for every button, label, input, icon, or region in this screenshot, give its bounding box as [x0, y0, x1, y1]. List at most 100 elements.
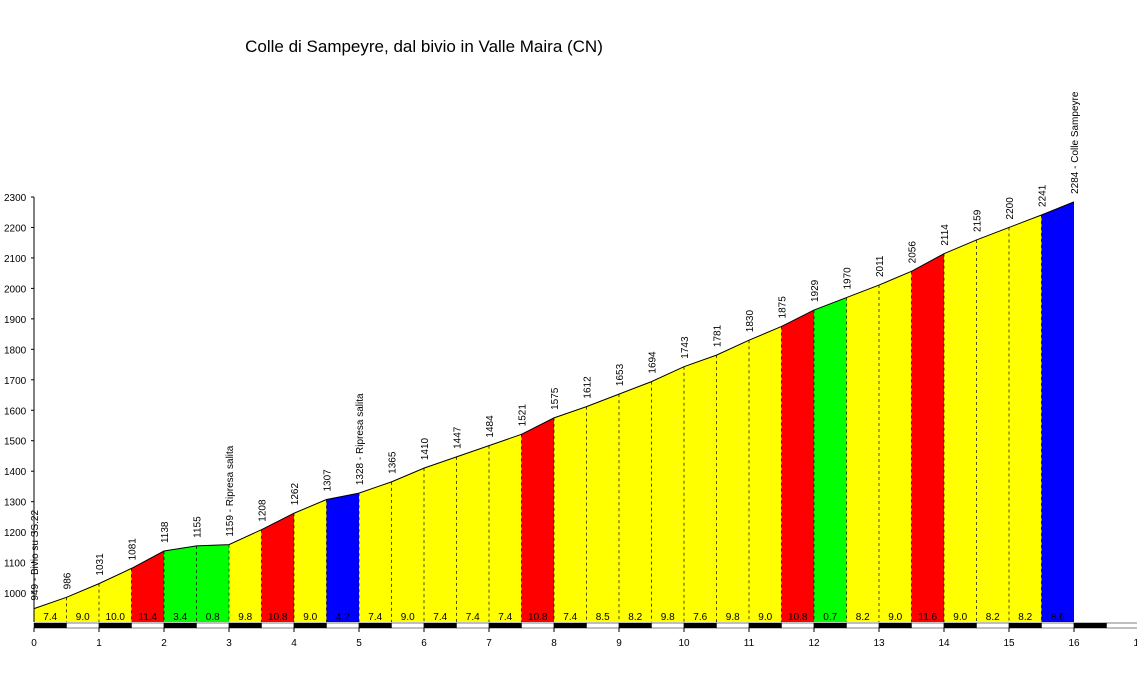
- distance-bar: [1041, 622, 1075, 629]
- segment: [359, 481, 392, 622]
- elevation-label: 2200: [1005, 197, 1016, 220]
- gradient-label: 11.4: [138, 612, 157, 623]
- x-tick-label: 6: [421, 638, 427, 649]
- elevation-label: 949 - Bivio su SS.22: [30, 510, 41, 601]
- x-tick-label: 14: [938, 638, 950, 649]
- distance-bar: [911, 622, 945, 629]
- x-tick-label: 9: [616, 638, 622, 649]
- segment: [66, 583, 99, 622]
- elevation-label: 1875: [778, 296, 789, 319]
- elevation-label: 1307: [323, 469, 334, 492]
- x-tick-label: 16: [1068, 638, 1080, 649]
- elevation-label: 2011: [875, 255, 886, 277]
- segment: [781, 310, 814, 622]
- elevation-label: 1138: [160, 521, 171, 543]
- y-tick-label: 1200: [4, 528, 27, 539]
- segment: [586, 394, 619, 622]
- segment: [684, 355, 717, 622]
- distance-bar: [651, 622, 685, 629]
- distance-bar: [553, 622, 587, 629]
- segment: [326, 493, 359, 622]
- segment: [34, 597, 67, 622]
- segment: [261, 513, 294, 622]
- elevation-label: 1410: [420, 437, 431, 460]
- x-tick-label: 7: [486, 638, 492, 649]
- elevation-label: 1208: [258, 499, 269, 522]
- segment: [1009, 214, 1042, 622]
- y-tick-label: 1700: [4, 376, 27, 387]
- x-tick-label: 8: [551, 638, 557, 649]
- elevation-label: 1653: [615, 363, 626, 386]
- segment: [554, 406, 587, 622]
- elevation-label: 1521: [518, 404, 529, 427]
- segment: [976, 227, 1009, 622]
- y-tick-label: 1800: [4, 345, 27, 356]
- elevation-label: 1694: [648, 351, 659, 374]
- elevation-label: 1328 - Ripresa salita: [355, 393, 366, 485]
- gradient-label: 8.2: [856, 612, 870, 623]
- elevation-label: 2114: [940, 224, 951, 246]
- x-tick-label: 12: [808, 638, 820, 649]
- elevation-label: 1262: [290, 483, 301, 506]
- gradient-label: 3.4: [173, 612, 187, 623]
- segment: [456, 445, 489, 622]
- x-tick-label: 4: [291, 638, 297, 649]
- gradient-label: 10.8: [528, 612, 548, 623]
- segment: [164, 545, 197, 622]
- gradient-label: 10.0: [106, 612, 126, 623]
- elevation-label: 1929: [810, 279, 821, 302]
- distance-bar: [683, 622, 717, 629]
- distance-bar: [618, 622, 652, 629]
- gradient-label: 11.6: [918, 612, 937, 623]
- segment: [424, 456, 457, 622]
- gradient-label: 4.2: [336, 612, 350, 623]
- x-tick-label: 0: [31, 638, 37, 649]
- gradient-label: 9.0: [76, 612, 90, 623]
- x-tick-label: 11: [744, 638, 755, 649]
- elevation-label: 1365: [388, 451, 399, 474]
- distance-bar: [781, 622, 815, 629]
- y-tick-label: 2000: [4, 284, 27, 295]
- distance-bar: [293, 622, 327, 629]
- segment: [814, 297, 847, 622]
- elevation-label: 1781: [713, 324, 724, 347]
- distance-bar: [1008, 622, 1042, 629]
- gradient-label: 10.8: [788, 612, 808, 623]
- gradient-label: 7.6: [693, 612, 707, 623]
- distance-bar: [98, 622, 132, 629]
- x-tick-label: 17: [1133, 638, 1137, 649]
- profile-line: [33, 201, 1075, 610]
- elevation-label: 1081: [128, 538, 139, 561]
- gradient-label: 8.2: [986, 612, 1000, 623]
- distance-bar: [716, 622, 750, 629]
- elevation-label: 2159: [973, 209, 984, 232]
- segment: [196, 544, 229, 622]
- gradient-label: 9.0: [888, 612, 902, 623]
- segment: [879, 271, 912, 622]
- y-tick-label: 1500: [4, 437, 27, 448]
- segment: [489, 434, 522, 622]
- gradient-label: 7.4: [433, 612, 447, 623]
- y-tick-label: 2100: [4, 254, 27, 265]
- x-tick-label: 13: [873, 638, 885, 649]
- distance-bar: [66, 622, 100, 629]
- distance-bar: [846, 622, 880, 629]
- distance-bar: [488, 622, 522, 629]
- gradient-label: 7.4: [498, 612, 512, 623]
- distance-bar: [1106, 622, 1137, 629]
- elevation-label: 1159 - Ripresa salita: [225, 445, 236, 536]
- segment: [944, 239, 977, 623]
- y-tick-label: 1900: [4, 315, 27, 326]
- elevation-label: 1743: [680, 336, 691, 359]
- x-tick-label: 2: [161, 638, 167, 649]
- distance-bar: [326, 622, 360, 629]
- distance-bar: [391, 622, 425, 629]
- segment: [229, 529, 262, 622]
- distance-bar: [813, 622, 847, 629]
- elevation-label: 1612: [583, 376, 594, 399]
- gradient-label: 8.2: [1018, 612, 1032, 623]
- x-tick-label: 15: [1003, 638, 1015, 649]
- segment: [749, 326, 782, 622]
- elevation-label: 1447: [453, 426, 464, 449]
